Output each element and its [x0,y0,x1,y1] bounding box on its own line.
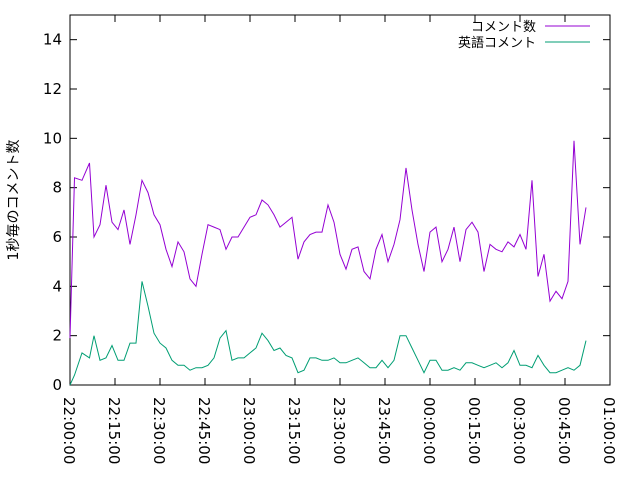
legend-label-1: コメント数 [471,20,536,35]
x-axis: 22:00:00 22:15:00 22:30:00 22:45:00 23:00:00… [60,15,618,464]
y-tick-label: 0 [52,376,62,394]
series-line-2 [69,281,587,386]
y-tick-label: 12 [43,80,62,98]
x-tick-label: 22:15:00 [105,397,123,464]
x-tick-label: 00:45:00 [555,397,573,464]
y-axis: 0 2 4 6 8 10 12 14 [43,31,610,394]
y-tick-label: 8 [52,179,62,197]
x-tick-label: 23:45:00 [375,397,393,464]
x-tick-label: 23:30:00 [330,397,348,464]
y-tick-label: 14 [43,31,62,49]
series-line-1 [69,140,587,339]
x-tick-label: 23:00:00 [240,397,258,464]
x-tick-label: 23:15:00 [285,397,303,464]
x-tick-label: 22:30:00 [150,397,168,464]
y-tick-label: 2 [52,327,62,345]
x-tick-label: 22:45:00 [195,397,213,464]
x-tick-label: 00:30:00 [510,397,528,464]
x-tick-label: 22:00:00 [60,397,78,464]
x-tick-label: 01:00:00 [600,397,618,464]
y-axis-title: 1秒毎のコメント数 [6,140,22,261]
y-tick-label: 6 [52,228,62,246]
legend-label-2: 英語コメント [458,35,536,51]
x-tick-label: 00:15:00 [465,397,483,464]
x-tick-label: 00:00:00 [420,397,438,464]
series-layer [69,140,587,386]
y-tick-label: 4 [52,277,62,295]
y-tick-label: 10 [43,129,62,147]
